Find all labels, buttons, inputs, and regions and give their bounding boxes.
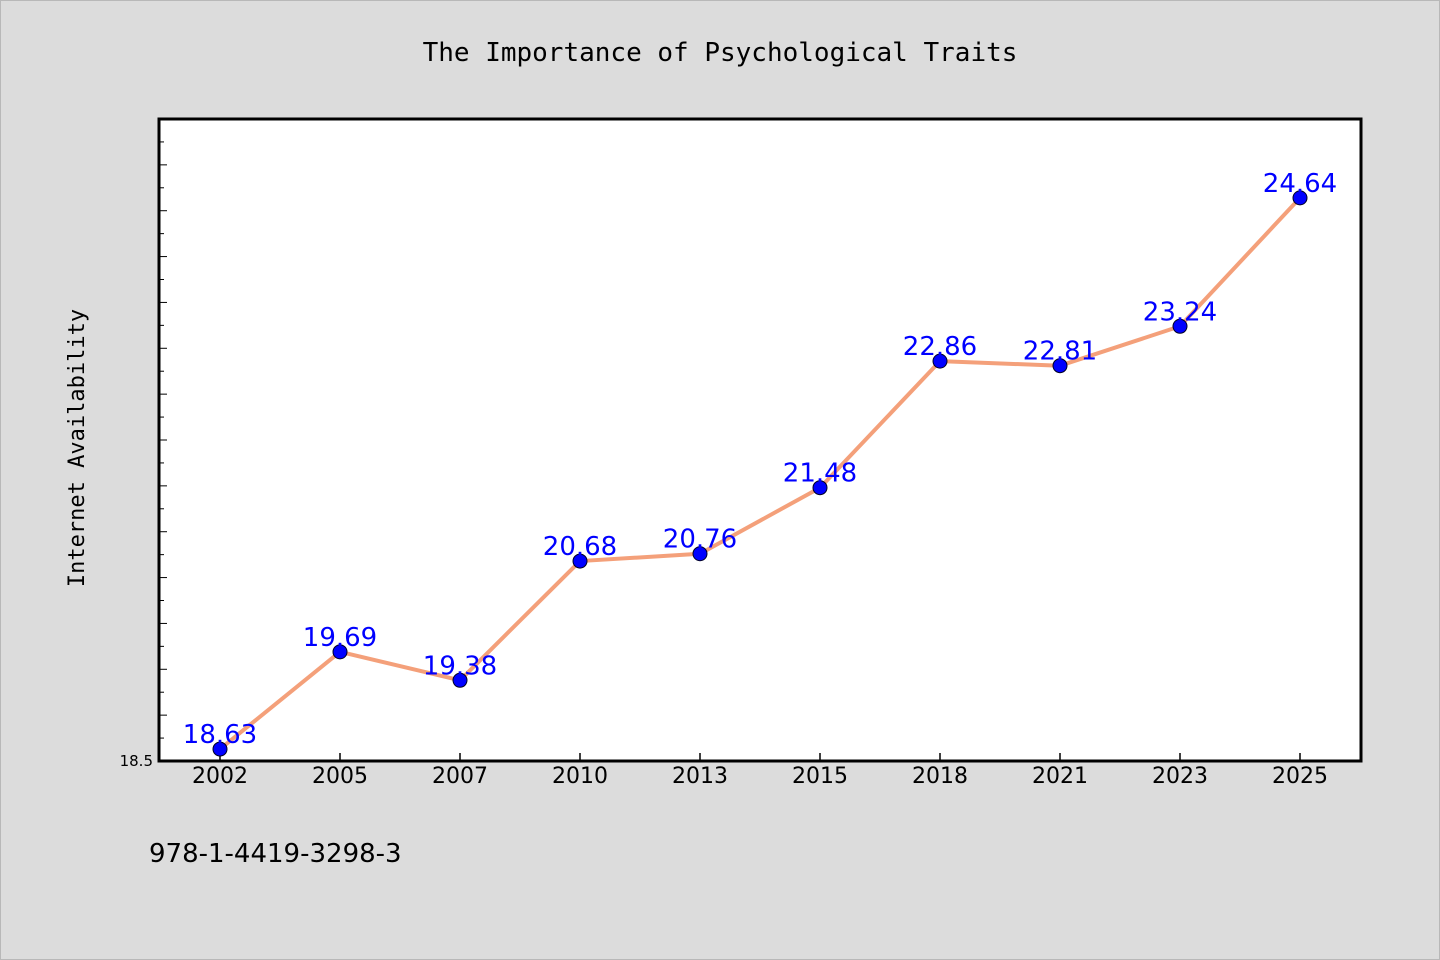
- series-line: [218, 196, 1302, 751]
- x-tick-label: 2015: [792, 764, 848, 789]
- x-tick-label: 2021: [1032, 764, 1088, 789]
- data-point: [692, 546, 708, 562]
- data-point: [812, 480, 828, 496]
- data-labels-group: 18.63 19.69 19.38 20.68 20.76 21.48 22.86 22.81…: [183, 169, 1337, 750]
- data-point: [1172, 318, 1188, 334]
- data-point: [332, 644, 348, 660]
- data-label: 24.64: [1263, 169, 1337, 199]
- data-label: 22.81: [1023, 337, 1097, 367]
- data-label: 18.63: [183, 720, 257, 750]
- x-tick-label: 2007: [432, 764, 488, 789]
- x-tick-label: 2002: [192, 764, 248, 789]
- footer-isbn: 978-1-4419-3298-3: [149, 839, 402, 869]
- data-point: [572, 553, 588, 569]
- x-tick-label: 2010: [552, 764, 608, 789]
- y-axis-ticks: 18.5: [120, 141, 167, 770]
- y-axis-label: Internet Availability: [65, 309, 90, 587]
- data-label: 22.86: [903, 332, 977, 362]
- data-label: 21.48: [783, 459, 857, 489]
- chart-title: The Importance of Psychological Traits: [423, 38, 1018, 68]
- data-label: 19.69: [303, 623, 377, 653]
- x-axis-ticks: 2002 2005 2007 2010 2013 2015 2018 2021 2023 2025: [192, 753, 1328, 789]
- data-point: [212, 741, 228, 757]
- x-tick-label: 2005: [312, 764, 368, 789]
- data-label: 20.76: [663, 525, 737, 555]
- data-label: 20.68: [543, 532, 617, 562]
- data-point: [1052, 358, 1068, 374]
- x-tick-label: 2023: [1152, 764, 1208, 789]
- x-tick-label: 2018: [912, 764, 968, 789]
- markers-group: [212, 190, 1308, 757]
- plot-area: [157, 117, 1363, 763]
- x-tick-label: 2013: [672, 764, 728, 789]
- data-point: [452, 672, 468, 688]
- y-tick-label: 18.5: [120, 752, 153, 770]
- data-point: [932, 353, 948, 369]
- x-tick-label: 2025: [1272, 764, 1328, 789]
- series-line-group: [218, 196, 1302, 751]
- data-label: 23.24: [1143, 297, 1217, 327]
- data-label: 19.38: [423, 651, 497, 681]
- data-point: [1292, 190, 1308, 206]
